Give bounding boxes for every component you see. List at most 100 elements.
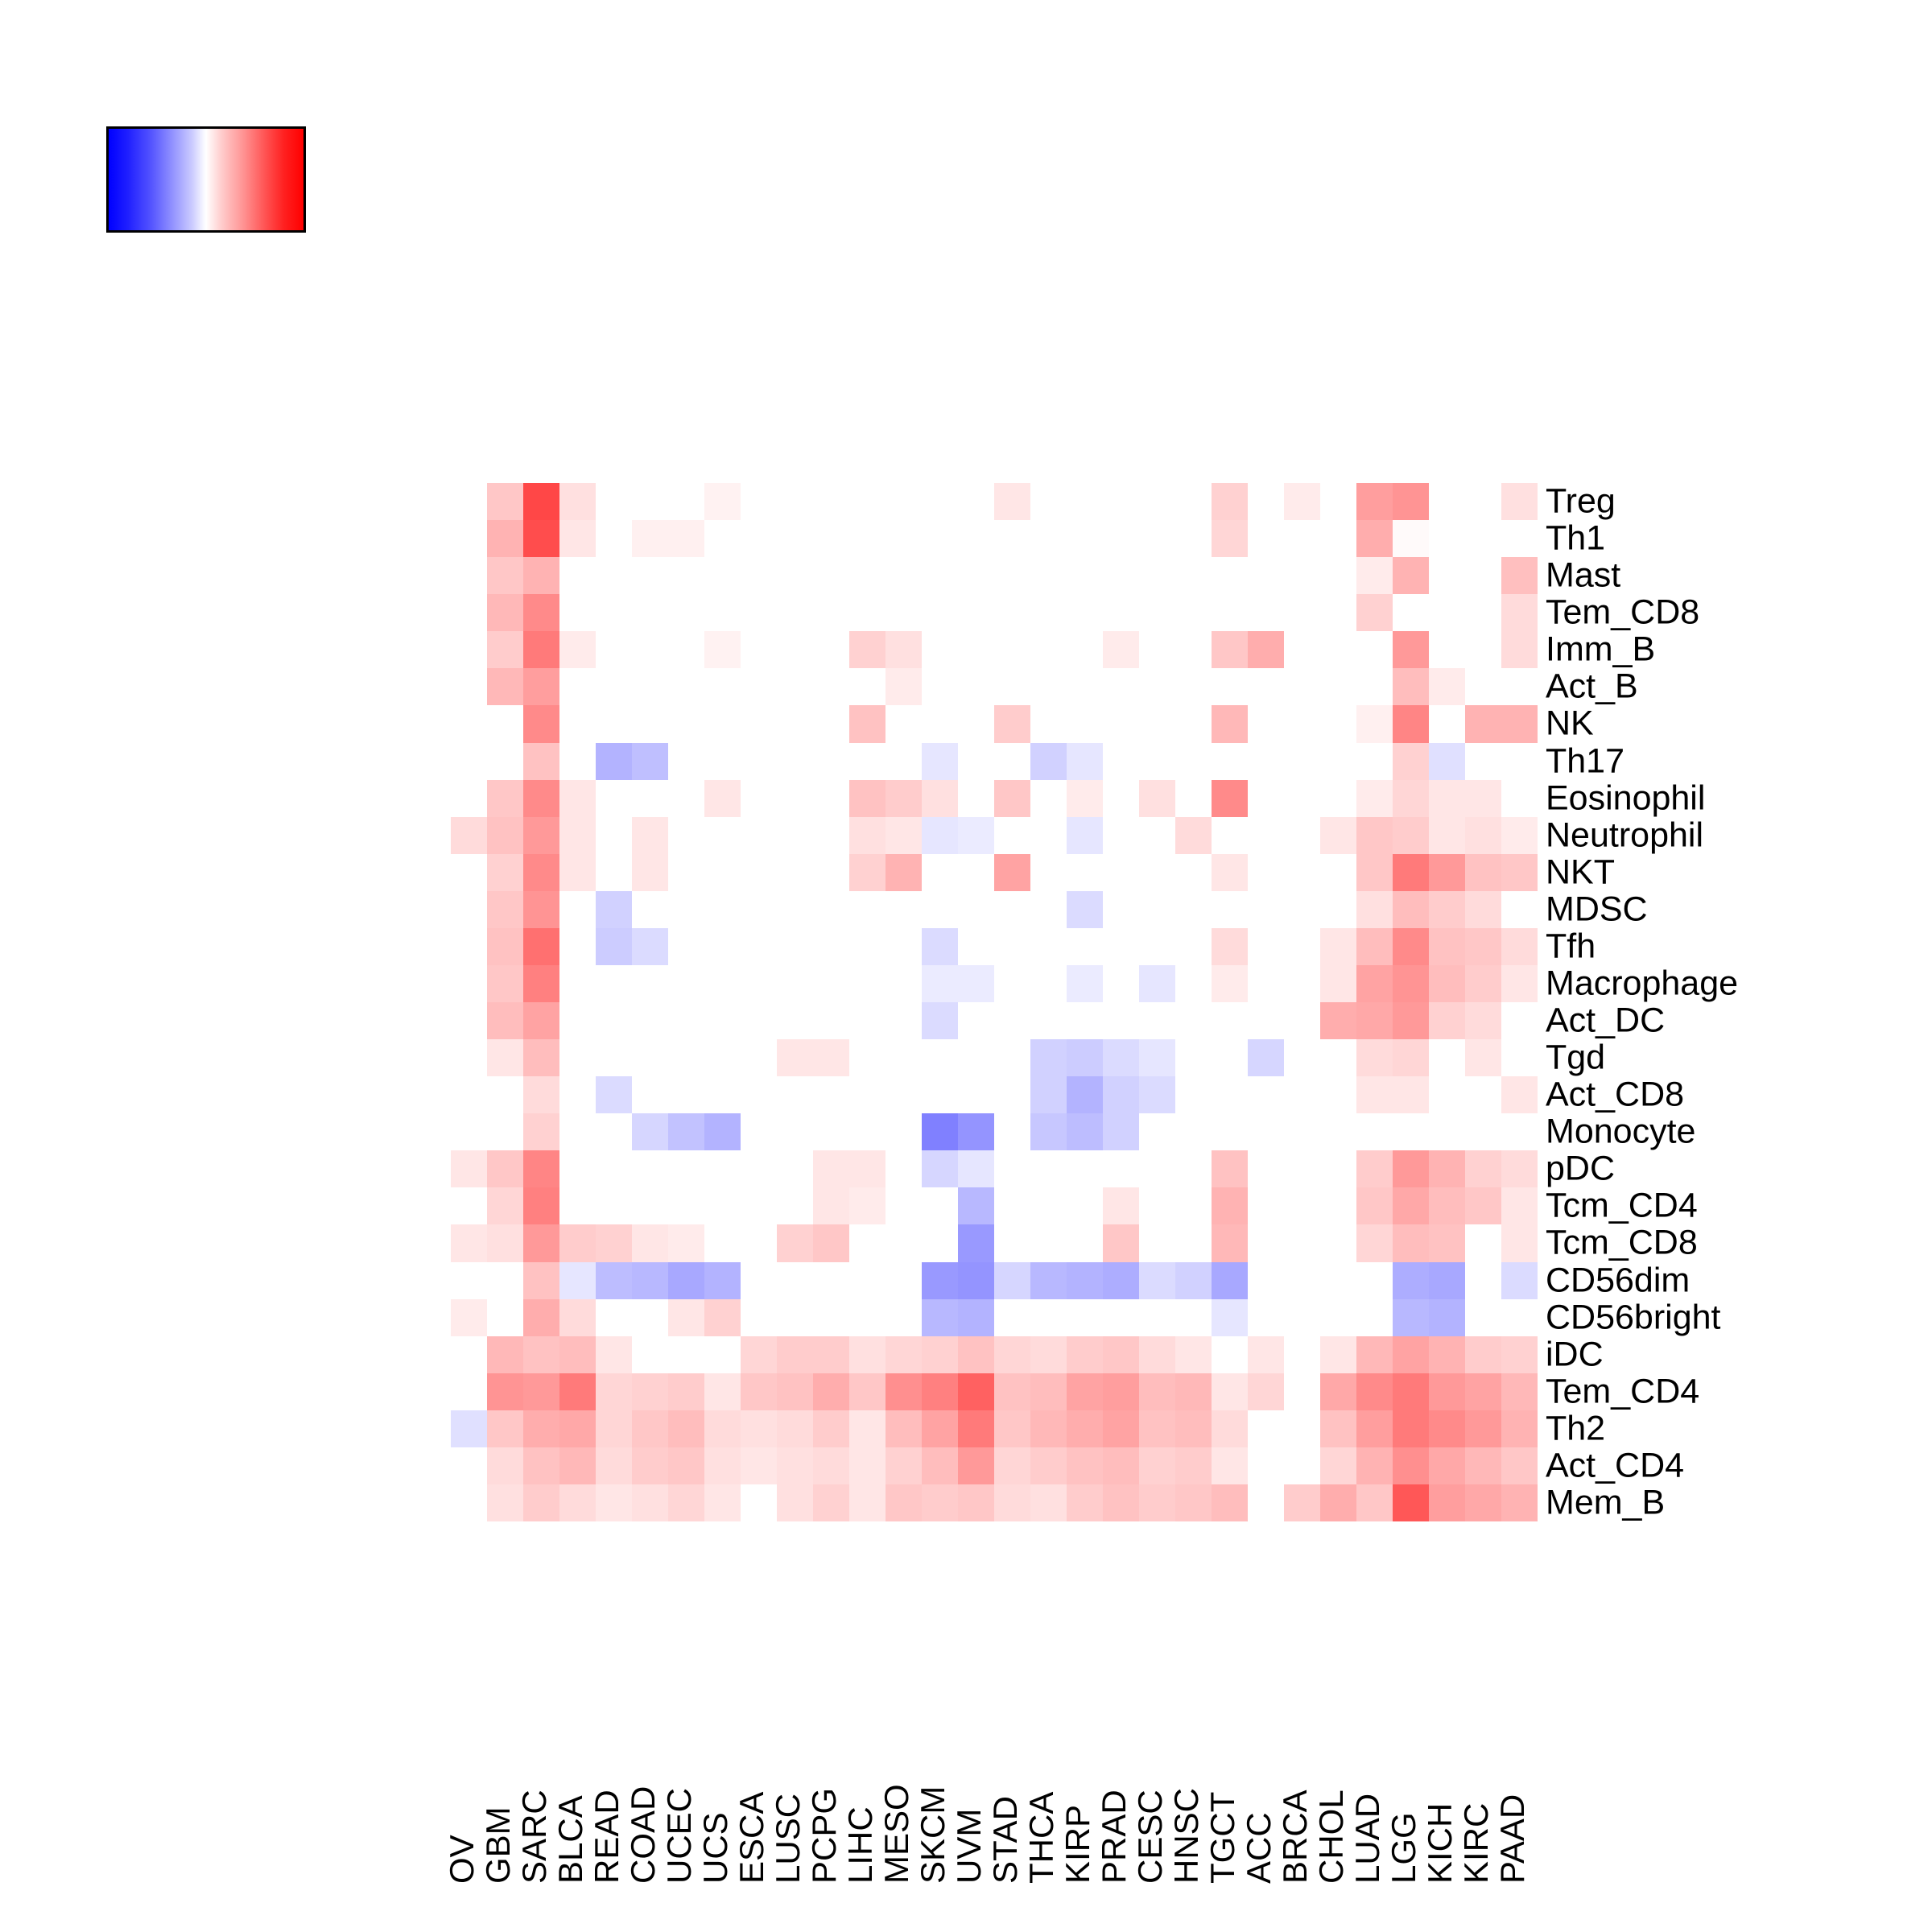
heatmap-cell [1356, 1076, 1393, 1114]
heatmap-cell [1067, 1298, 1103, 1336]
heatmap-cell [668, 853, 704, 891]
column-label: BRCA [1275, 1790, 1314, 1884]
heatmap-cell [1030, 927, 1067, 965]
heatmap-cell [1284, 1002, 1320, 1040]
heatmap-cell [1030, 1002, 1067, 1040]
heatmap-cell [777, 1002, 813, 1040]
heatmap-cell [777, 1261, 813, 1299]
heatmap-cell [1284, 964, 1320, 1002]
heatmap-cell [1356, 742, 1393, 780]
heatmap-cell [1320, 1113, 1356, 1151]
heatmap-cell [523, 520, 559, 558]
heatmap-cell [1284, 520, 1320, 558]
heatmap-cell [596, 1150, 632, 1188]
heatmap-cell [1393, 742, 1429, 780]
heatmap-cell [958, 1224, 994, 1262]
heatmap-cell [1030, 1447, 1067, 1484]
heatmap-cell [741, 594, 777, 632]
column-label: THCA [1022, 1791, 1060, 1884]
heatmap-cell [813, 1410, 849, 1447]
heatmap-cell [451, 853, 487, 891]
heatmap-cell [1429, 1484, 1465, 1521]
heatmap-cell [1103, 1224, 1139, 1262]
heatmap-cell [668, 890, 704, 928]
heatmap-cell [523, 1335, 559, 1373]
heatmap-cell [1175, 964, 1212, 1002]
heatmap-cell [994, 705, 1030, 743]
heatmap-cell [813, 890, 849, 928]
heatmap-cell [1175, 631, 1212, 669]
heatmap-cell [741, 705, 777, 743]
heatmap-cell [1212, 1076, 1248, 1114]
heatmap-cell [1067, 742, 1103, 780]
heatmap-cell [451, 816, 487, 854]
heatmap-cell [886, 1002, 922, 1040]
heatmap-cell [1284, 668, 1320, 706]
heatmap-cell [922, 1373, 958, 1410]
color-key-legend [0, 72, 451, 338]
heatmap-cell [1356, 1484, 1393, 1521]
heatmap-cell [849, 1187, 886, 1225]
heatmap-cell [922, 631, 958, 669]
heatmap-cell [632, 1410, 668, 1447]
heatmap-cell [1175, 1224, 1212, 1262]
heatmap-cell [849, 557, 886, 595]
column-label: SKCM [913, 1785, 952, 1884]
heatmap-cell [1284, 1076, 1320, 1114]
heatmap-cell [596, 1298, 632, 1336]
heatmap-cell [1067, 705, 1103, 743]
heatmap-cell [1103, 1373, 1139, 1410]
heatmap-cell [1103, 1484, 1139, 1521]
column-label: PAAD [1492, 1794, 1531, 1884]
heatmap-cell [1067, 557, 1103, 595]
row-label: Imm_B [1546, 630, 1656, 669]
heatmap-cell [559, 483, 596, 521]
heatmap-cell [1103, 1039, 1139, 1077]
heatmap-cell [1320, 594, 1356, 632]
heatmap-cell [1393, 705, 1429, 743]
heatmap-cell [668, 964, 704, 1002]
heatmap-cell [849, 1484, 886, 1521]
heatmap-cell [994, 557, 1030, 595]
heatmap-cell [1356, 1447, 1393, 1484]
heatmap-cell [559, 816, 596, 854]
heatmap-cell [1030, 631, 1067, 669]
heatmap-cell [668, 520, 704, 558]
heatmap-cell [1284, 853, 1320, 891]
column-label: STAD [985, 1796, 1024, 1884]
heatmap-cell [1393, 1076, 1429, 1114]
heatmap-cell [777, 1410, 813, 1447]
heatmap-cell [1320, 1002, 1356, 1040]
heatmap-cell [813, 1039, 849, 1077]
heatmap-cell [813, 1335, 849, 1373]
heatmap-cell [849, 1410, 886, 1447]
heatmap-cell [1320, 927, 1356, 965]
heatmap-cell [886, 1410, 922, 1447]
heatmap-cell [886, 964, 922, 1002]
heatmap-cell [1248, 557, 1284, 595]
heatmap-cell [1429, 668, 1465, 706]
heatmap-cell [1393, 1113, 1429, 1151]
heatmap-cell [1429, 483, 1465, 521]
heatmap-cell [1103, 557, 1139, 595]
heatmap-cell [668, 631, 704, 669]
heatmap-cell [1067, 964, 1103, 1002]
heatmap-cell [1356, 1335, 1393, 1373]
heatmap-cell [958, 1484, 994, 1521]
heatmap-cell [1030, 1335, 1067, 1373]
row-dendrogram [80, 483, 447, 1521]
heatmap-cell [451, 1076, 487, 1114]
heatmap-cell [451, 705, 487, 743]
heatmap-cell [1356, 1113, 1393, 1151]
heatmap-cell [1501, 1373, 1538, 1410]
heatmap-cell [1103, 1076, 1139, 1114]
heatmap-cell [559, 1187, 596, 1225]
heatmap-cell [1067, 816, 1103, 854]
heatmap-cell [523, 631, 559, 669]
heatmap-cell [922, 964, 958, 1002]
heatmap-cell [1429, 1410, 1465, 1447]
heatmap-cell [958, 1298, 994, 1336]
row-label: Neutrophil [1546, 815, 1703, 855]
heatmap-cell [813, 964, 849, 1002]
heatmap-cell [1393, 557, 1429, 595]
